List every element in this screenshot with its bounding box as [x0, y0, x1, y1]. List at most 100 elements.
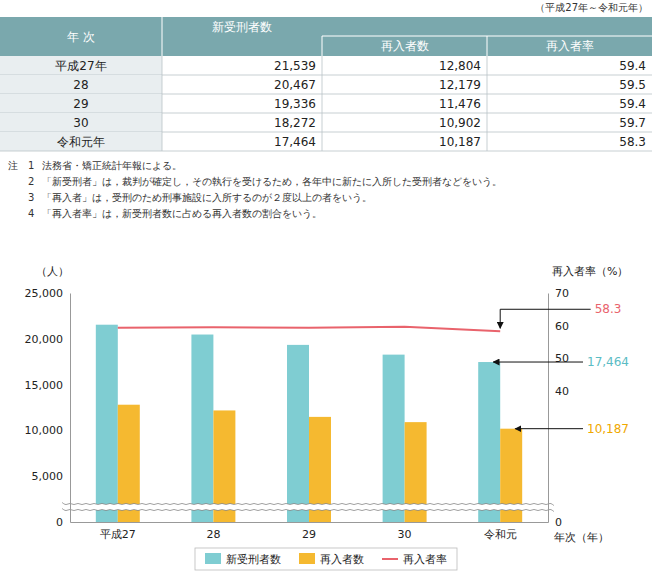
legend-item: 再入者数 [299, 553, 364, 566]
plot-marks [96, 325, 522, 522]
tick: 10,000 [25, 424, 71, 437]
legend-label: 再入者数 [320, 553, 364, 566]
annotation: 58.3 [500, 302, 621, 328]
legend-swatch [382, 558, 398, 560]
note-text: 「再入者」は，受刑のため刑事施設に入所するのが２度以上の者をいう。 [42, 192, 372, 203]
table-cell: 17,464 [274, 135, 316, 149]
annotation: 17,464 [493, 355, 629, 369]
tick-label: 29 [302, 528, 316, 541]
caption: （平成27年～令和元年） [535, 2, 648, 13]
tick: 25,000 [25, 287, 71, 300]
legend-swatch [205, 553, 221, 564]
tick-label: 70 [555, 287, 569, 300]
tick-label: 0 [555, 516, 562, 529]
legend-item: 再入者率 [382, 553, 447, 566]
tick-label: 25,000 [25, 287, 64, 300]
table-cell: 平成27年 [55, 59, 106, 73]
notes-label: 注 [8, 160, 18, 171]
table-cell: 28 [73, 78, 88, 92]
table-cell: 21,539 [274, 59, 316, 73]
table-col-line [487, 56, 488, 75]
axis-break-line [62, 508, 554, 511]
table-cell: 18,272 [274, 116, 316, 130]
table-row-head-bg [0, 75, 162, 94]
figure: （平成27年～令和元年）年 次新受刑者数再入者数再入者率平成27年21,5391… [0, 0, 652, 571]
line [118, 327, 500, 332]
table-cell: 29 [73, 97, 88, 111]
table-col-line [162, 94, 163, 113]
note-number: 4 [28, 208, 34, 219]
axis: 0 40 50 60 70 [548, 287, 569, 529]
legend-swatch [299, 553, 315, 564]
axis-break-line [62, 502, 554, 505]
table-cell: 20,467 [274, 78, 316, 92]
table-cell: 59.7 [619, 116, 646, 130]
table-col-line [487, 113, 488, 132]
legend-frame [195, 548, 457, 570]
tick-label: 令和元 [484, 528, 517, 541]
tick: 30 [398, 522, 412, 541]
note-text: 「新受刑者」は，裁判が確定し，その執行を受けるため，各年中に新たに入所した受刑者… [42, 176, 502, 187]
table-row-line [0, 151, 652, 152]
note-number: 2 [28, 176, 34, 187]
annotation-text: 10,187 [587, 422, 629, 436]
table-cell: 19,336 [274, 97, 316, 111]
table-col-line [322, 56, 323, 75]
table-row-head-bg [0, 94, 162, 113]
tick: 15,000 [25, 379, 71, 392]
table-col-line [322, 94, 323, 113]
tick: 令和元 [484, 522, 517, 541]
tick: 0 [548, 516, 562, 529]
tick-label: 0 [56, 516, 63, 529]
table-col-line [322, 113, 323, 132]
table-header-cell: 再入者数 [381, 39, 429, 53]
table-cell: 12,179 [439, 78, 481, 92]
table: 年 次新受刑者数再入者数再入者率平成27年21,53912,80459.4282… [0, 17, 652, 151]
tick: 40 [548, 385, 569, 398]
axis-break [62, 502, 556, 511]
tick: 29 [302, 522, 316, 541]
table-cell: 10,187 [439, 135, 481, 149]
tick-label: 5,000 [32, 470, 64, 483]
bar [96, 325, 118, 522]
tick: 70 [548, 287, 569, 300]
table-cell: 11,476 [439, 97, 481, 111]
note-text: 法務省・矯正統計年報による。 [42, 160, 182, 171]
table-col-line [162, 75, 163, 94]
y2-axis-title: 再入者率（%） [552, 265, 628, 278]
table-header-cell: 新受刑者数 [212, 20, 272, 34]
legend: 新受刑者数 再入者数 再入者率 [195, 548, 457, 570]
table-cell: 59.4 [619, 97, 646, 111]
tick: 20,000 [25, 333, 71, 346]
legend-label: 再入者率 [403, 553, 447, 566]
x-axis-title: 年次（年） [554, 531, 609, 544]
tick-label: 平成27 [100, 528, 136, 541]
annotation-text: 17,464 [587, 355, 629, 369]
table-col-line [322, 75, 323, 94]
axis: 0 5,000 10,000 15,000 20,000 25,000 [25, 287, 71, 529]
table-col-line [162, 113, 163, 132]
tick-label: 15,000 [25, 379, 64, 392]
y-axis-title: （人） [36, 265, 69, 278]
annotation-arrow [500, 309, 590, 328]
tick: 平成27 [100, 522, 136, 541]
table-col-line [487, 75, 488, 94]
tick-label: 40 [555, 385, 569, 398]
table-cell: 令和元年 [57, 135, 105, 149]
table-cell: 59.4 [619, 59, 646, 73]
table-col-line [162, 56, 163, 75]
table-col-line [487, 132, 488, 151]
table-header-bg [0, 17, 652, 56]
tick: 28 [206, 522, 220, 541]
table-header-line [162, 17, 163, 56]
legend-label: 新受刑者数 [226, 553, 281, 566]
axis-line [548, 294, 549, 523]
tick-label: 60 [555, 320, 569, 333]
tick: 50 [548, 352, 569, 365]
table-col-line [322, 132, 323, 151]
bar [478, 362, 500, 522]
table-header-line [487, 36, 488, 56]
bar [191, 335, 213, 522]
legend-item: 新受刑者数 [205, 553, 281, 566]
note-text: 「再入者率」は，新受刑者数に占める再入者数の割合をいう。 [42, 208, 322, 219]
